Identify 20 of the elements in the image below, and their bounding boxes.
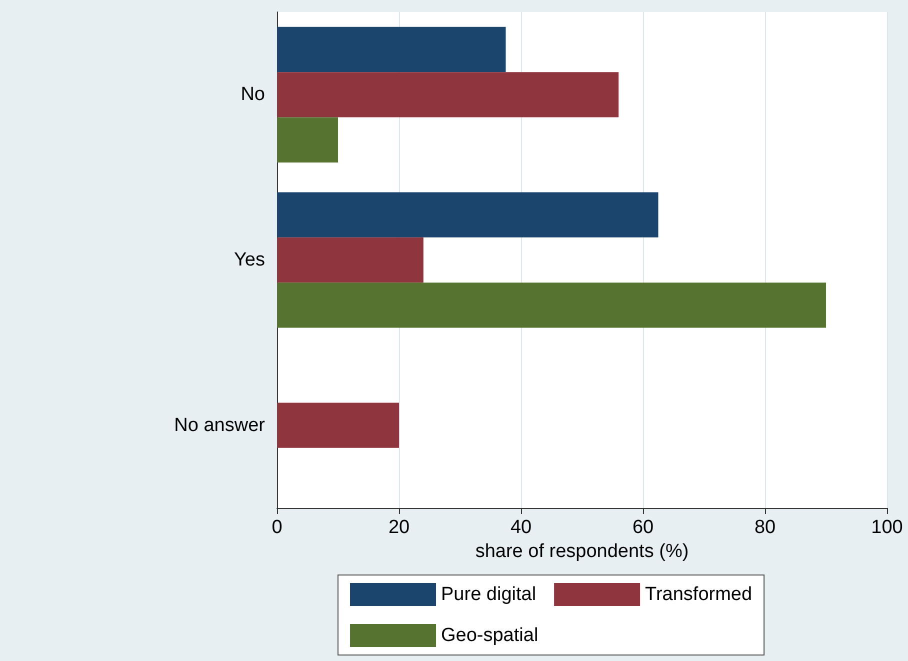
y-tick-label: Yes bbox=[234, 250, 265, 270]
x-tick-label: 60 bbox=[632, 517, 654, 538]
y-tick-label: No answer bbox=[174, 414, 266, 436]
x-axis-title: share of respondents (%) bbox=[475, 540, 689, 562]
bar bbox=[277, 282, 826, 328]
bar bbox=[277, 72, 619, 118]
x-tick-label: 100 bbox=[871, 517, 903, 538]
bar bbox=[277, 192, 658, 238]
x-tick-label: 0 bbox=[272, 517, 282, 538]
legend-label: Pure digital bbox=[441, 584, 536, 605]
x-tick-label: 20 bbox=[388, 517, 410, 538]
bar bbox=[277, 117, 338, 162]
legend-label: Transformed bbox=[645, 584, 752, 605]
bar bbox=[277, 26, 506, 72]
y-tick-label: No bbox=[240, 84, 265, 106]
legend-label: Geo-spatial bbox=[441, 625, 538, 646]
bar bbox=[277, 402, 399, 448]
x-tick-label: 80 bbox=[754, 517, 776, 538]
bar bbox=[277, 237, 424, 283]
x-tick-label: 40 bbox=[510, 517, 532, 538]
